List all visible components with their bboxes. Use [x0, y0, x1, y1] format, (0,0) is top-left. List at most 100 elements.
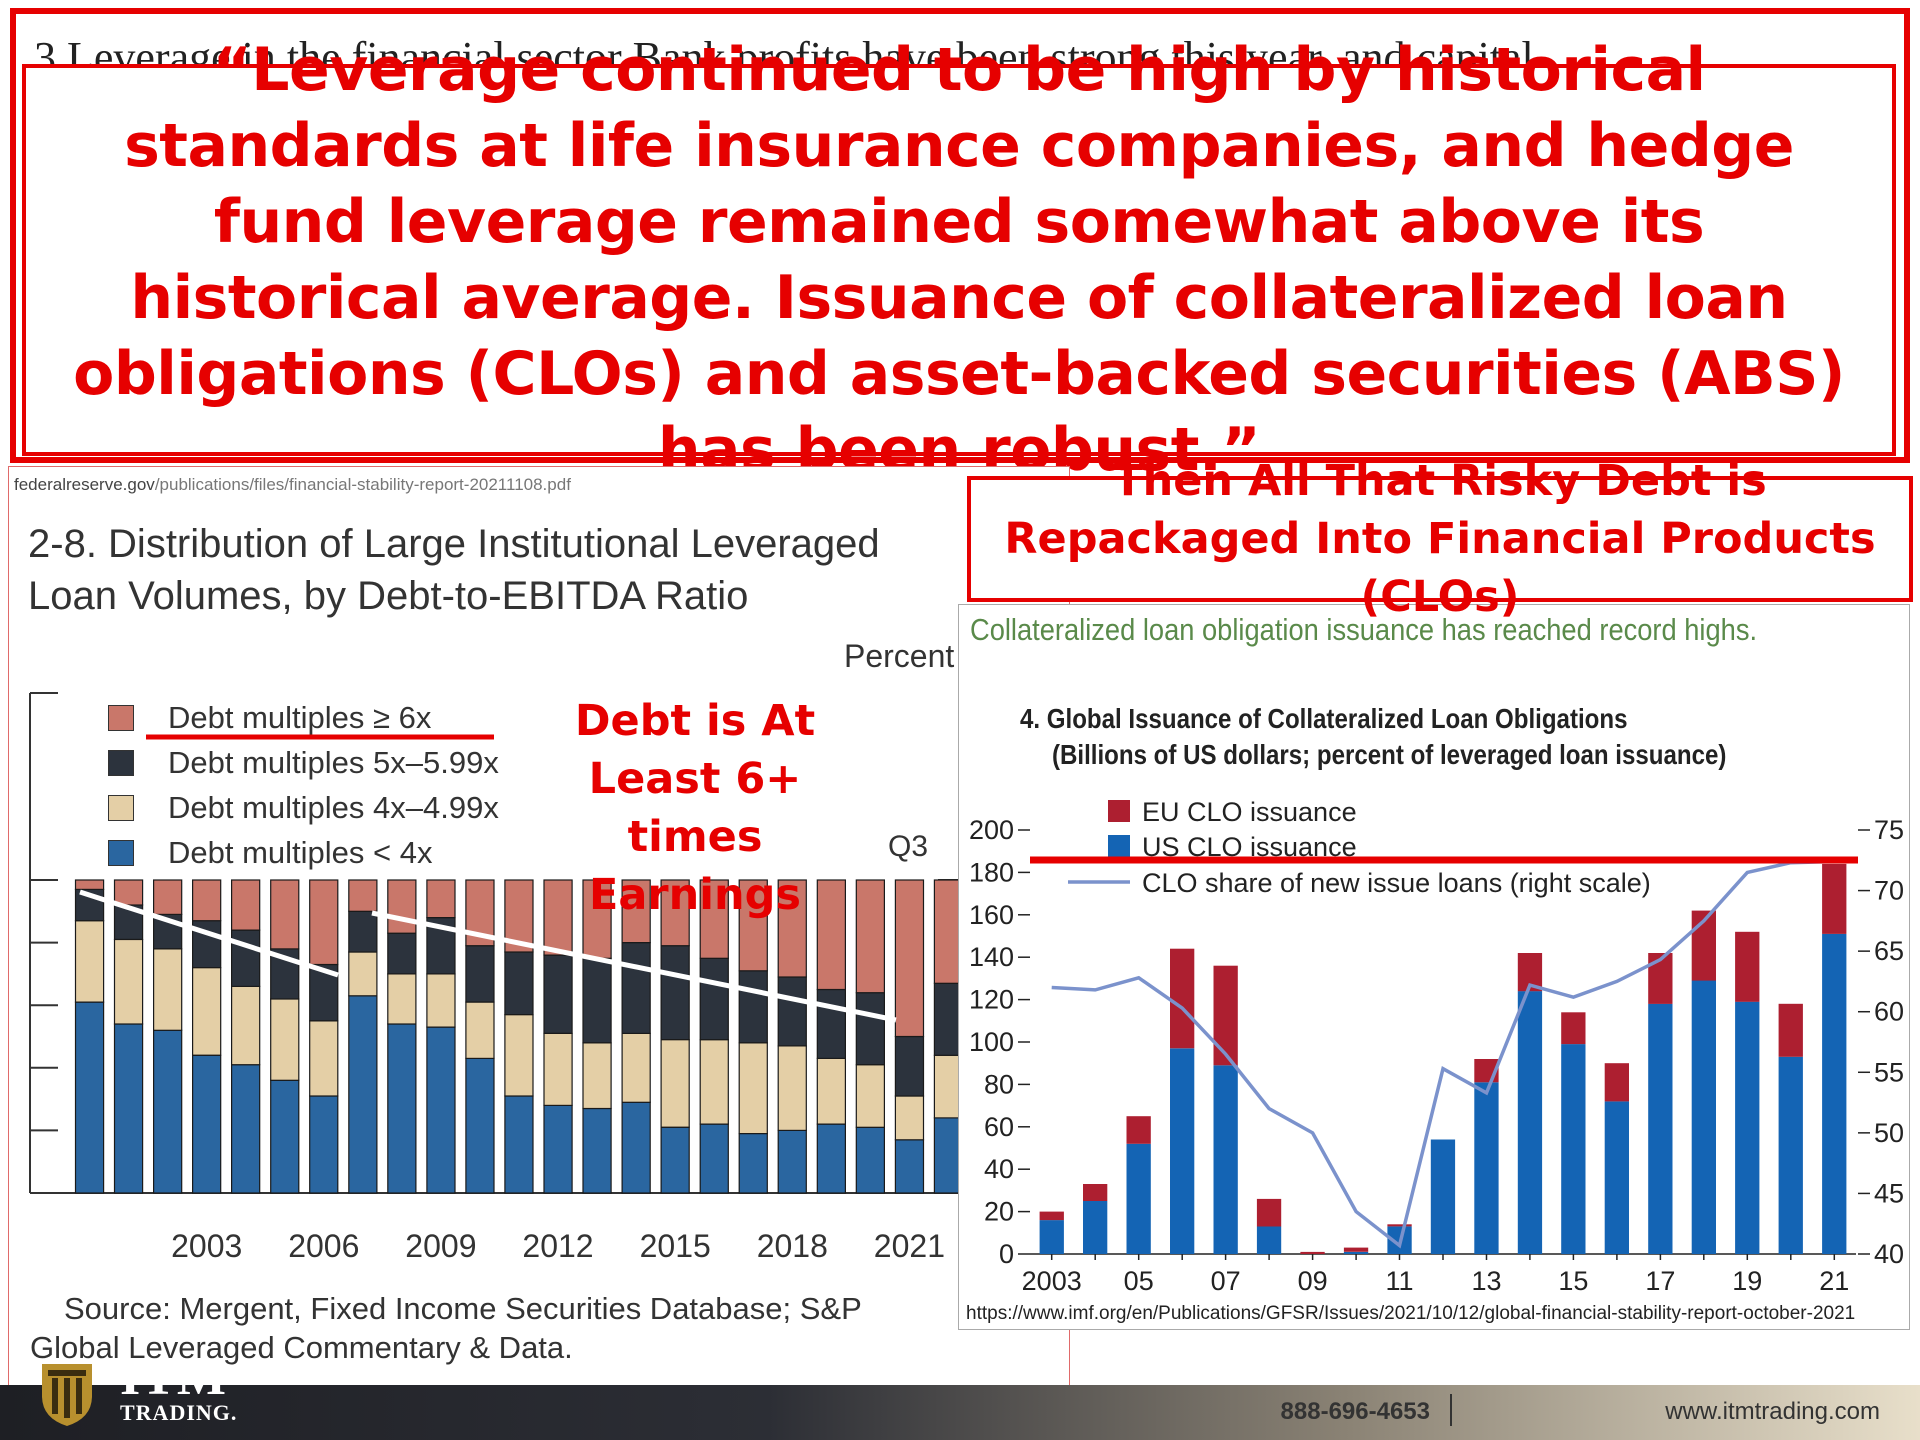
right-y-tick-label: 140 [969, 942, 1014, 972]
left-x-tick-label: 2021 [874, 1228, 945, 1264]
right-title-box: Then All That Risky Debt is Repackaged I… [967, 456, 1913, 622]
left-bar-segment [387, 879, 417, 934]
legend-item: Debt multiples 5x–5.99x [108, 743, 499, 783]
right-x-tick-label: 19 [1732, 1266, 1762, 1296]
left-x-tick-label: 2018 [757, 1228, 828, 1264]
url-path: /publications/files/financial-stability-… [154, 475, 571, 494]
right-bar-segment [1648, 1003, 1673, 1254]
left-bar-segment [153, 879, 183, 916]
right-bar-segment [1517, 991, 1543, 1254]
left-bar-segment [699, 1123, 729, 1194]
right-y-tick-label: 200 [969, 815, 1014, 845]
right-bar-segment [1213, 1065, 1238, 1254]
left-bar-segment [855, 879, 885, 994]
left-chart-title-line1: 2-8. Distribution of Large Institutional… [28, 522, 880, 566]
right-source-url[interactable]: https://www.imf.org/en/Publications/GFSR… [966, 1303, 1856, 1324]
left-bar-segment [504, 951, 534, 1016]
footer-phone[interactable]: 888-696-4653 [1280, 1398, 1430, 1425]
footer-separator [1450, 1394, 1452, 1426]
right-bar-segment [1256, 1226, 1282, 1254]
legend-item: Debt multiples ≥ 6x [108, 698, 431, 738]
left-bar-segment [894, 1035, 925, 1097]
left-bar-segment [192, 1054, 222, 1194]
right-y2-tick-label: 65 [1874, 936, 1904, 966]
right-bar-segment [1039, 1211, 1064, 1221]
right-bar-segment [1170, 948, 1195, 1049]
left-bar-segment [270, 1079, 300, 1194]
left-bar-segment [270, 879, 300, 950]
right-y-tick-label: 60 [984, 1112, 1014, 1142]
right-bar-segment [1691, 980, 1716, 1254]
left-bar-segment [348, 995, 378, 1194]
right-bar-segment [1213, 965, 1238, 1066]
right-x-tick-label: 09 [1298, 1266, 1328, 1296]
left-bar-segment [465, 1057, 495, 1194]
left-bar-segment [777, 1129, 807, 1194]
right-chart-title: 4. Global Issuance of Collateralized Loa… [1020, 703, 1628, 734]
left-bar-segment [621, 879, 651, 944]
right-bar-segment [1343, 1251, 1369, 1254]
left-bar-segment [426, 973, 456, 1028]
right-bar-segment [1778, 1003, 1803, 1057]
left-bar-segment [309, 879, 339, 966]
left-bar-segment [933, 1117, 964, 1194]
left-bar-segment [543, 879, 573, 956]
left-bar-segment [426, 879, 456, 919]
legend-item: Debt multiples < 4x [108, 833, 432, 873]
right-bar-segment [1343, 1247, 1369, 1252]
left-x-tick-label: 2003 [171, 1228, 242, 1264]
right-legend-label: EU CLO issuance [1142, 797, 1357, 827]
left-bar-segment [113, 1023, 144, 1194]
right-x-tick-label: 05 [1124, 1266, 1154, 1296]
itm-logo-icon [42, 1364, 92, 1426]
right-x-tick-label: 13 [1471, 1266, 1501, 1296]
left-bar-segment [192, 879, 222, 922]
footer-website[interactable]: www.itmtrading.com [1665, 1398, 1880, 1425]
left-chart-unit: Percent [844, 638, 955, 674]
right-headline: Collateralized loan obligation issuance … [970, 612, 1758, 647]
left-source-line1: Source: Mergent, Fixed Income Securities… [64, 1291, 862, 1326]
right-bar-segment [1561, 1012, 1586, 1045]
right-y2-tick-label: 40 [1874, 1239, 1904, 1269]
right-bar-segment [1604, 1063, 1629, 1102]
right-bar-segment [1083, 1201, 1108, 1254]
left-bar-segment [816, 879, 846, 991]
left-trend-line-1 [79, 889, 339, 978]
left-bar-segment [74, 920, 105, 1003]
left-bar-segment [894, 1139, 925, 1194]
right-bar-segment [1822, 863, 1847, 934]
left-bar-segment [777, 879, 807, 978]
legend-label: Debt multiples 4x–4.99x [168, 790, 499, 825]
left-trend-line-2 [371, 910, 897, 1023]
right-bar-segment [1474, 1082, 1499, 1254]
left-bar-segment [153, 1029, 183, 1194]
right-y2-tick-label: 60 [1874, 997, 1904, 1027]
right-line-series [1051, 859, 1835, 1249]
debt-annotation: Debt is At Least 6+ times Earnings [574, 696, 816, 920]
right-x-tick-label: 07 [1211, 1266, 1241, 1296]
right-y-tick-label: 180 [969, 857, 1014, 887]
left-bar-segment [543, 1104, 573, 1194]
right-y-tick-label: 20 [984, 1197, 1014, 1227]
document-strip: 3 Leverage in the financial sector Bank … [22, 12, 1902, 72]
legend-swatch [108, 840, 134, 866]
left-bar-segment [426, 1026, 456, 1194]
left-bar-segment [153, 913, 183, 950]
right-bar-segment [1126, 1143, 1151, 1254]
right-bar-segment [1256, 1198, 1282, 1227]
left-bar-segment [582, 1042, 612, 1110]
right-y-tick-label: 40 [984, 1154, 1014, 1184]
left-bar-segment [582, 957, 612, 1044]
left-bar-segment [777, 1045, 807, 1132]
right-bar-segment [1126, 1116, 1151, 1144]
left-bar-segment [816, 1057, 846, 1125]
left-bar-segment [894, 1095, 925, 1141]
right-bar-segment [1822, 933, 1847, 1254]
right-bar-segment [1039, 1220, 1064, 1254]
left-bar-segment [231, 1064, 261, 1194]
left-bar-segment [855, 992, 885, 1066]
right-bar-segment [1300, 1251, 1325, 1254]
legend-label: Debt multiples < 4x [168, 835, 433, 870]
legend-swatch [108, 795, 134, 821]
left-source-url[interactable]: federalreserve.gov/publications/files/fi… [14, 475, 571, 495]
